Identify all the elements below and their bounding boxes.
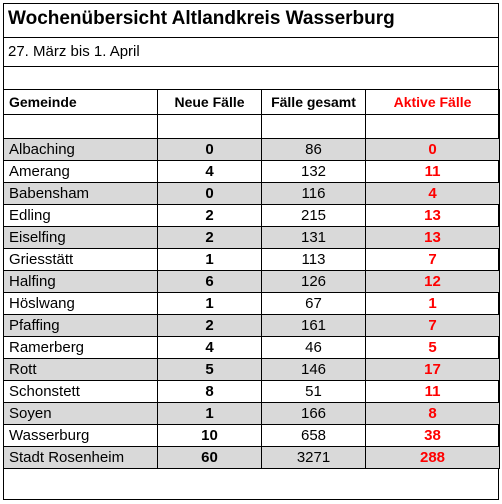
header-neue-faelle: Neue Fälle (157, 89, 262, 115)
cell-faelle-gesamt: 126 (261, 270, 366, 293)
cell-faelle-gesamt: 215 (261, 204, 366, 227)
cell-gemeinde: Ramerberg (3, 336, 158, 359)
table-row: Stadt Rosenheim 60 3271 288 (3, 446, 500, 469)
blank-cell (157, 114, 262, 139)
cell-aktive-faelle: 1 (365, 292, 500, 315)
cell-gemeinde: Halfing (3, 270, 158, 293)
cell-aktive-faelle: 13 (365, 204, 500, 227)
table-row: Amerang 4 132 11 (3, 160, 500, 183)
table-row: Albaching 0 86 0 (3, 138, 500, 161)
cell-gemeinde: Rott (3, 358, 158, 381)
title-divider (3, 37, 499, 38)
table-header-row: Gemeinde Neue Fälle Fälle gesamt Aktive … (3, 89, 500, 115)
cell-neue-faelle: 8 (157, 380, 262, 403)
blank-cell (365, 114, 500, 139)
cell-faelle-gesamt: 113 (261, 248, 366, 271)
page-title: Wochenübersicht Altlandkreis Wasserburg (8, 8, 395, 29)
cell-neue-faelle: 10 (157, 424, 262, 447)
cell-aktive-faelle: 7 (365, 314, 500, 337)
header-gemeinde: Gemeinde (3, 89, 158, 115)
header-aktive-faelle: Aktive Fälle (365, 89, 500, 115)
blank-cell (3, 114, 158, 139)
cell-aktive-faelle: 12 (365, 270, 500, 293)
cell-neue-faelle: 2 (157, 204, 262, 227)
cell-faelle-gesamt: 146 (261, 358, 366, 381)
cell-gemeinde: Amerang (3, 160, 158, 183)
table-row: Halfing 6 126 12 (3, 270, 500, 293)
cell-aktive-faelle: 11 (365, 380, 500, 403)
cell-neue-faelle: 1 (157, 248, 262, 271)
table-row: Eiselfing 2 131 13 (3, 226, 500, 249)
cell-neue-faelle: 1 (157, 292, 262, 315)
cell-faelle-gesamt: 166 (261, 402, 366, 425)
cell-gemeinde: Schonstett (3, 380, 158, 403)
cell-neue-faelle: 5 (157, 358, 262, 381)
cell-neue-faelle: 6 (157, 270, 262, 293)
table-row: Soyen 1 166 8 (3, 402, 500, 425)
cell-gemeinde: Griesstätt (3, 248, 158, 271)
cases-table: Gemeinde Neue Fälle Fälle gesamt Aktive … (3, 89, 500, 469)
blank-cell (261, 114, 366, 139)
cell-faelle-gesamt: 3271 (261, 446, 366, 469)
cell-faelle-gesamt: 67 (261, 292, 366, 315)
table-row: Höslwang 1 67 1 (3, 292, 500, 315)
cell-faelle-gesamt: 161 (261, 314, 366, 337)
cell-gemeinde: Wasserburg (3, 424, 158, 447)
cell-gemeinde: Höslwang (3, 292, 158, 315)
page-subtitle: 27. März bis 1. April (8, 43, 140, 60)
cell-gemeinde: Babensham (3, 182, 158, 205)
cell-aktive-faelle: 0 (365, 138, 500, 161)
cell-faelle-gesamt: 86 (261, 138, 366, 161)
cell-aktive-faelle: 17 (365, 358, 500, 381)
cell-faelle-gesamt: 131 (261, 226, 366, 249)
cell-faelle-gesamt: 658 (261, 424, 366, 447)
cell-aktive-faelle: 5 (365, 336, 500, 359)
table-row: Edling 2 215 13 (3, 204, 500, 227)
table-row: Wasserburg 10 658 38 (3, 424, 500, 447)
cell-aktive-faelle: 7 (365, 248, 500, 271)
cell-gemeinde: Pfaffing (3, 314, 158, 337)
cell-neue-faelle: 60 (157, 446, 262, 469)
cell-neue-faelle: 2 (157, 314, 262, 337)
cell-aktive-faelle: 288 (365, 446, 500, 469)
cell-neue-faelle: 0 (157, 182, 262, 205)
cell-neue-faelle: 4 (157, 160, 262, 183)
cell-neue-faelle: 0 (157, 138, 262, 161)
cell-aktive-faelle: 8 (365, 402, 500, 425)
cell-aktive-faelle: 11 (365, 160, 500, 183)
cell-gemeinde: Albaching (3, 138, 158, 161)
cell-aktive-faelle: 13 (365, 226, 500, 249)
cell-aktive-faelle: 4 (365, 182, 500, 205)
cell-faelle-gesamt: 51 (261, 380, 366, 403)
cell-gemeinde: Soyen (3, 402, 158, 425)
cell-neue-faelle: 1 (157, 402, 262, 425)
cell-faelle-gesamt: 46 (261, 336, 366, 359)
subtitle-divider (3, 66, 499, 67)
cell-neue-faelle: 2 (157, 226, 262, 249)
blank-row (3, 114, 500, 139)
header-faelle-gesamt: Fälle gesamt (261, 89, 366, 115)
table-row: Pfaffing 2 161 7 (3, 314, 500, 337)
table-row: Griesstätt 1 113 7 (3, 248, 500, 271)
cell-faelle-gesamt: 132 (261, 160, 366, 183)
cell-faelle-gesamt: 116 (261, 182, 366, 205)
cell-aktive-faelle: 38 (365, 424, 500, 447)
cell-gemeinde: Edling (3, 204, 158, 227)
cell-neue-faelle: 4 (157, 336, 262, 359)
table-row: Schonstett 8 51 11 (3, 380, 500, 403)
table-row: Rott 5 146 17 (3, 358, 500, 381)
table-row: Babensham 0 116 4 (3, 182, 500, 205)
table-row: Ramerberg 4 46 5 (3, 336, 500, 359)
cell-gemeinde: Stadt Rosenheim (3, 446, 158, 469)
cell-gemeinde: Eiselfing (3, 226, 158, 249)
